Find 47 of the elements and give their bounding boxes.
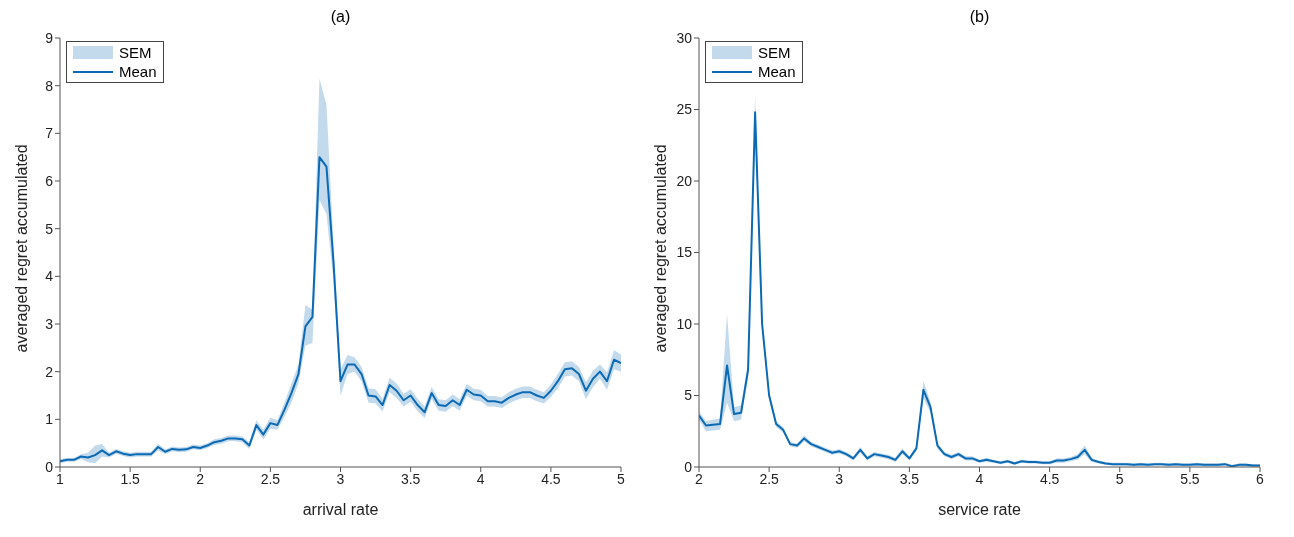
y-tick-label: 2 xyxy=(45,363,54,380)
y-tick-label: 0 xyxy=(45,458,54,475)
y-tick-label: 8 xyxy=(45,77,54,94)
y-tick-label: 4 xyxy=(45,268,54,285)
y-tick-label: 15 xyxy=(676,244,693,261)
y-tick-label: 9 xyxy=(45,29,54,46)
y-tick-label: 10 xyxy=(676,315,693,332)
x-tick-label: 3.5 xyxy=(400,470,421,487)
x-axis-title: arrival rate xyxy=(302,501,379,518)
y-axis-title: averaged regret accumulated xyxy=(12,144,30,353)
y-tick-label: 1 xyxy=(45,411,54,428)
y-tick-label: 0 xyxy=(684,458,693,475)
y-tick-label: 7 xyxy=(45,125,54,142)
chart-title: (a) xyxy=(329,8,352,27)
x-axis-title: service rate xyxy=(938,501,1021,518)
x-tick-label: 2 xyxy=(695,470,704,487)
x-tick-label: 5 xyxy=(1115,470,1124,487)
x-tick-label: 1.5 xyxy=(120,470,141,487)
legend-box: SEM Mean xyxy=(705,41,803,83)
chart-title: (b) xyxy=(968,8,991,27)
x-tick-label: 2.5 xyxy=(759,470,780,487)
x-tick-label: 5.5 xyxy=(1180,470,1200,487)
x-tick-label: 5 xyxy=(617,470,626,487)
legend-label: Mean xyxy=(758,63,796,80)
legend-label: Mean xyxy=(119,63,157,80)
annotation: SEM xyxy=(758,44,791,61)
y-tick-label: 20 xyxy=(676,172,693,189)
y-axis-title: averaged regret accumulated xyxy=(651,144,669,353)
y-tick-label: 3 xyxy=(45,315,54,332)
annotation: SEM xyxy=(119,44,152,61)
x-tick-label: 4.5 xyxy=(1039,470,1060,487)
x-tick-label: 3.5 xyxy=(899,470,920,487)
legend-box: SEM Mean xyxy=(66,41,164,83)
x-tick-label: 6 xyxy=(1256,470,1265,487)
x-tick-label: 3 xyxy=(336,470,345,487)
y-tick-label: 6 xyxy=(45,172,54,189)
y-tick-label: 5 xyxy=(684,387,693,404)
x-tick-label: 2 xyxy=(196,470,205,487)
x-tick-label: 3 xyxy=(835,470,844,487)
x-tick-label: 2.5 xyxy=(260,470,281,487)
x-tick-label: 1 xyxy=(56,470,65,487)
x-tick-label: 4 xyxy=(975,470,984,487)
x-tick-label: 4.5 xyxy=(541,470,561,487)
y-tick-label: 25 xyxy=(676,101,693,118)
y-tick-label: 5 xyxy=(45,220,54,237)
x-tick-label: 4 xyxy=(476,470,485,487)
y-tick-label: 30 xyxy=(676,29,693,46)
